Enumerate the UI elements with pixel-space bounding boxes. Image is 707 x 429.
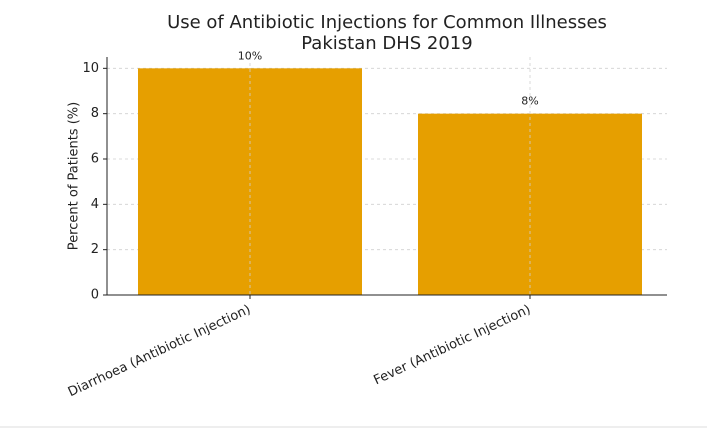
- chart-title: Use of Antibiotic Injections for Common …: [167, 12, 607, 33]
- value-label: 10%: [238, 49, 262, 62]
- y-tick-label: 8: [91, 106, 99, 121]
- y-tick-label: 6: [91, 152, 99, 167]
- y-axis-label: Percent of Patients (%): [67, 102, 82, 250]
- x-tick-label: Diarrhoea (Antibiotic Injection): [66, 302, 253, 400]
- y-tick-label: 0: [91, 288, 99, 303]
- x-tick-label: Fever (Antibiotic Injection): [371, 302, 533, 388]
- y-tick-label: 2: [91, 242, 99, 257]
- y-tick-label: 4: [91, 197, 99, 212]
- chart-title: Pakistan DHS 2019: [301, 33, 472, 54]
- y-tick-label: 10: [82, 61, 99, 76]
- value-label: 8%: [521, 95, 538, 108]
